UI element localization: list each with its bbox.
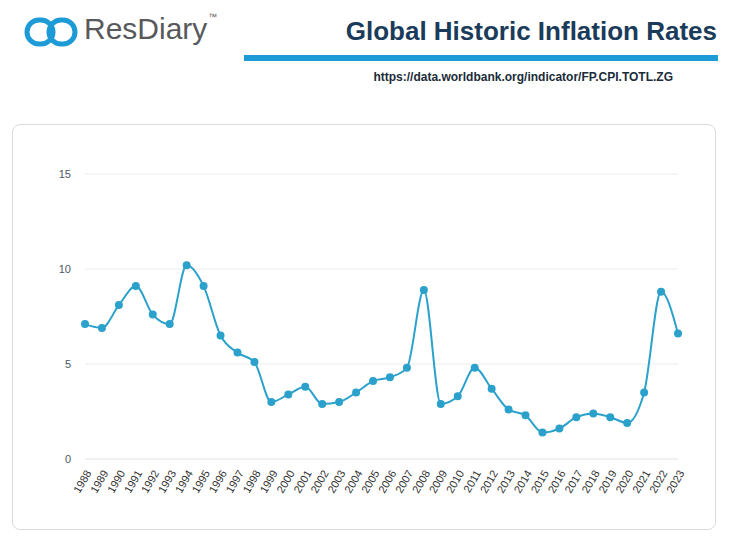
svg-text:1996: 1996 [206,467,229,496]
svg-text:2012: 2012 [477,467,501,496]
svg-text:1998: 1998 [240,467,263,496]
svg-text:1991: 1991 [121,467,145,496]
html-text:https://data.worldbank.org/ind: https://data.worldbank.org/indicator/FP.… [373,70,673,84]
svg-text:2003: 2003 [325,467,348,496]
svg-text:10: 10 [59,263,71,275]
svg-text:2022: 2022 [646,467,670,496]
svg-text:2010: 2010 [444,468,467,495]
html-text:Global Historic Inflation Rate: Global Historic Inflation Rates [345,16,717,46]
svg-text:2002: 2002 [308,467,331,496]
svg-text:1994: 1994 [172,467,196,496]
svg-text:2014: 2014 [511,467,534,496]
svg-text:1997: 1997 [223,467,246,496]
svg-text:1989: 1989 [87,467,111,496]
svg-text:2001: 2001 [291,467,314,496]
svg-text:1988: 1988 [70,467,94,496]
svg-text:2013: 2013 [494,467,518,496]
svg-text:2018: 2018 [579,467,602,496]
svg-text:1990: 1990 [104,467,128,496]
svg-text:5: 5 [65,358,71,370]
svg-text:2021: 2021 [630,467,653,496]
svg-text:2017: 2017 [562,467,585,496]
svg-text:2005: 2005 [358,467,382,496]
svg-text:2006: 2006 [375,467,399,496]
svg-text:2015: 2015 [528,467,551,496]
svg-text:1993: 1993 [155,467,179,496]
svg-text:2019: 2019 [596,467,619,496]
svg-text:2008: 2008 [409,467,433,496]
svg-text:2011: 2011 [461,467,484,495]
svg-text:1999: 1999 [257,467,280,496]
svg-text:2020: 2020 [613,467,636,496]
svg-text:2023: 2023 [664,468,687,495]
svg-text:2007: 2007 [392,467,416,496]
html-text:ResDiary: ResDiary [84,12,208,45]
svg-text:2004: 2004 [341,467,365,496]
svg-text:2009: 2009 [426,467,450,496]
svg-text:1995: 1995 [189,467,213,496]
svg-text:0: 0 [65,453,71,465]
svg-text:1992: 1992 [138,467,162,496]
svg-text:15: 15 [59,168,71,180]
svg-text:2016: 2016 [545,467,568,496]
svg-text:2000: 2000 [274,467,297,496]
